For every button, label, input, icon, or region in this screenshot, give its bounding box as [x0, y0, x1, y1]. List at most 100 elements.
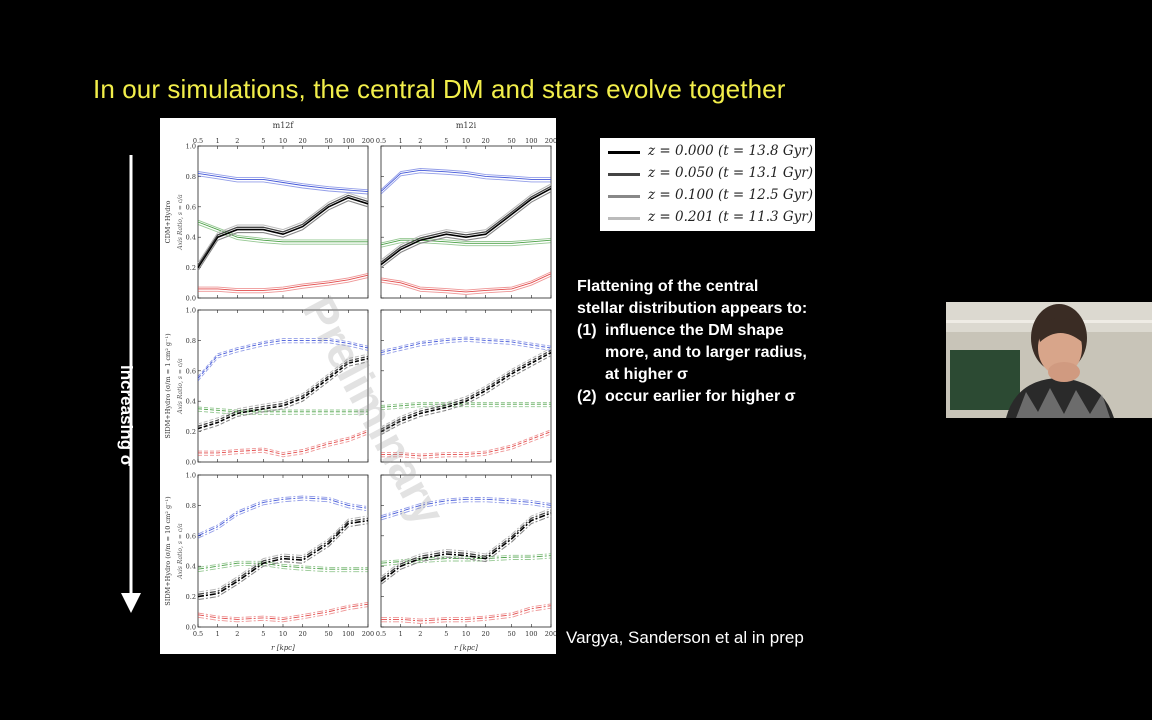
- blue-series-line: [197, 175, 369, 195]
- y-tick-label: 1.0: [186, 143, 196, 151]
- y-tick-label: 0.6: [186, 203, 196, 211]
- x-tick-label: 10: [462, 630, 470, 638]
- legend-entry: z = 0.201 (t = 11.3 Gyr): [608, 207, 813, 227]
- legend-swatch: [608, 151, 640, 154]
- legend-swatch: [608, 173, 640, 176]
- y-tick-label: 0.6: [186, 367, 196, 375]
- red-series-line: [197, 606, 369, 623]
- x-tick-label: 2: [235, 137, 239, 145]
- dm-series-line: [380, 351, 552, 433]
- legend-entry: z = 0.050 (t = 13.1 Gyr): [608, 163, 813, 183]
- dm-series-line: [380, 510, 552, 580]
- red-series-line: [197, 601, 369, 619]
- red-series-line: [380, 273, 552, 293]
- red-series-line: [198, 277, 369, 294]
- dm-series-line: [380, 347, 552, 428]
- legend-entry: z = 0.100 (t = 12.5 Gyr): [608, 185, 813, 205]
- y-tick-label: 0.6: [186, 532, 196, 540]
- x-tick-label: 50: [325, 137, 333, 145]
- x-tick-label: 5: [261, 137, 265, 145]
- row-label: SIDM+Hydro (σ/m = 1 cm² g⁻¹): [164, 333, 172, 439]
- x-tick-label: 50: [508, 630, 516, 638]
- note-item-text: occur earlier for higher σ: [605, 388, 796, 405]
- dm-series-line: [380, 183, 552, 261]
- column-title: m12i: [456, 121, 477, 130]
- x-tick-label: 100: [525, 137, 537, 145]
- green-series-line: [380, 242, 552, 248]
- blue-series-line: [380, 338, 552, 354]
- slide-title: In our simulations, the central DM and s…: [93, 74, 786, 104]
- red-series-line: [381, 603, 552, 620]
- dm-series-line: [197, 361, 369, 433]
- x-tick-label: 200: [362, 630, 374, 638]
- x-tick-label: 100: [525, 630, 537, 638]
- x-axis-label: r [kpc]: [454, 644, 478, 652]
- y-tick-label: 0.4: [186, 398, 196, 406]
- blue-series-line: [197, 339, 369, 379]
- x-tick-label: 1: [399, 630, 403, 638]
- y-tick-label: 0.0: [186, 624, 196, 632]
- blue-series-line: [380, 497, 552, 517]
- row-label: CDM+Hydro: [164, 201, 172, 244]
- dm-series-line: [197, 523, 369, 601]
- panel-frame: [197, 309, 369, 463]
- note-item-text: more, and to larger radius,: [605, 344, 807, 361]
- blue-series-line: [197, 342, 369, 382]
- y-tick-label: 0.2: [186, 264, 196, 272]
- legend-label: z = 0.000 (t = 13.8 Gyr): [648, 143, 814, 159]
- note-item: (1) influence the DM shape: [577, 320, 807, 342]
- red-series-line: [380, 275, 552, 295]
- note-item-continuation: more, and to larger radius,: [577, 342, 807, 364]
- red-series-line: [381, 429, 552, 455]
- x-tick-label: 50: [325, 630, 333, 638]
- red-series-line: [198, 433, 369, 458]
- dm-series-line: [380, 187, 552, 266]
- y-tick-label: 1.0: [186, 307, 196, 315]
- citation-credit: Vargya, Sanderson et al in prep: [566, 628, 804, 647]
- x-tick-label: 100: [342, 630, 354, 638]
- increasing-sigma-arrow: [121, 155, 141, 613]
- x-tick-label: 0.5: [376, 137, 386, 145]
- red-series-line: [198, 429, 369, 454]
- dm-series-line: [197, 357, 369, 430]
- dm-series-line: [380, 355, 552, 436]
- y-tick-label: 0.8: [186, 337, 196, 345]
- green-series-line: [197, 408, 368, 413]
- dm-series-line: [380, 349, 552, 430]
- note-item-text: influence the DM shape: [605, 322, 784, 339]
- y-tick-label: 0.4: [186, 234, 196, 242]
- legend-label: z = 0.201 (t = 11.3 Gyr): [648, 209, 814, 225]
- green-series-line: [380, 237, 552, 244]
- arrow-label: increasing σ: [117, 365, 136, 467]
- webcam-video-feed[interactable]: [946, 302, 1152, 418]
- green-series-line: [197, 406, 368, 411]
- dm-series-line: [197, 517, 369, 595]
- dm-series-line: [197, 355, 369, 427]
- y-axis-label: Axis Ratio, s = c/a: [177, 523, 184, 580]
- note-item-continuation: at higher σ: [577, 364, 807, 386]
- y-tick-label: 1.0: [186, 472, 196, 480]
- y-tick-label: 0.8: [186, 502, 196, 510]
- blue-series-line: [380, 501, 552, 521]
- x-tick-label: 20: [482, 137, 490, 145]
- blue-series-line: [380, 169, 551, 192]
- dm-series-line: [380, 515, 552, 585]
- dm-series-line: [380, 507, 552, 578]
- legend-swatch: [608, 217, 640, 220]
- red-series-line: [381, 605, 552, 622]
- blue-series-line: [197, 171, 369, 191]
- note-item-number: (2): [577, 388, 597, 405]
- x-tick-label: 0.5: [376, 630, 386, 638]
- note-item: (2) occur earlier for higher σ: [577, 386, 807, 408]
- dm-series-line: [197, 353, 369, 425]
- x-axis-label: r [kpc]: [271, 644, 295, 652]
- green-series-line: [197, 560, 368, 568]
- blue-series-line: [197, 338, 369, 377]
- legend-entry: z = 0.000 (t = 13.8 Gyr): [608, 141, 813, 161]
- x-tick-label: 100: [342, 137, 354, 145]
- x-tick-label: 1: [399, 137, 403, 145]
- x-tick-label: 200: [362, 137, 374, 145]
- green-series-line: [197, 565, 368, 573]
- x-tick-label: 20: [299, 137, 307, 145]
- video-speaker-silhouette: [1006, 304, 1114, 418]
